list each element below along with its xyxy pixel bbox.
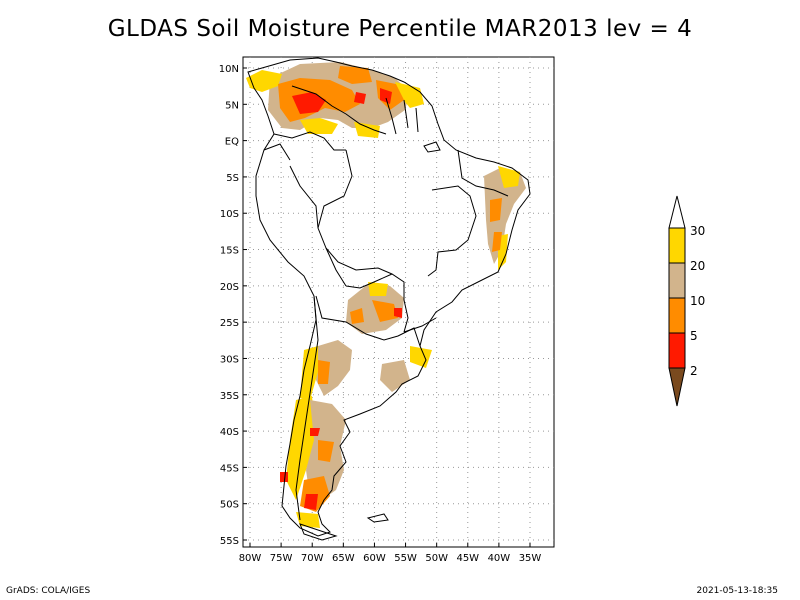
lat-tick-label: 55S bbox=[220, 536, 239, 547]
continent-outline bbox=[247, 57, 531, 537]
fill-patagonia-red2 bbox=[310, 428, 320, 436]
lon-tick-label: 60W bbox=[363, 553, 386, 564]
lon-tick-label: 35W bbox=[519, 553, 542, 564]
footer-credit: GrADS: COLA/IGES bbox=[6, 586, 91, 596]
lon-tick-label: 50W bbox=[425, 553, 448, 564]
lon-tick-label: 45W bbox=[456, 553, 479, 564]
lat-tick-label: EQ bbox=[225, 137, 239, 148]
border-chile bbox=[295, 295, 319, 521]
lon-tick-label: 80W bbox=[239, 553, 262, 564]
lat-tick-label: 10N bbox=[219, 64, 239, 75]
coastline bbox=[247, 57, 531, 541]
footer-timestamp: 2021-05-13-18:35 bbox=[696, 586, 779, 596]
border-brazil-south bbox=[403, 317, 437, 333]
fill-north-red2 bbox=[380, 88, 392, 104]
colorbar-label-20: 20 bbox=[690, 259, 705, 273]
fill-ne-brazil-orange2 bbox=[492, 232, 502, 252]
lat-tick-label: 40S bbox=[220, 427, 239, 438]
colorbar: 30 20 10 5 2 bbox=[668, 195, 705, 407]
fill-north-orange2 bbox=[338, 66, 372, 84]
lat-tick-label: 5N bbox=[225, 100, 239, 111]
lon-tick-label: 70W bbox=[301, 553, 324, 564]
fill-north-gold bbox=[246, 70, 282, 92]
lat-tick-label: 5S bbox=[226, 173, 239, 184]
lon-tick-label: 55W bbox=[394, 553, 417, 564]
colorbar-label-5: 5 bbox=[690, 329, 698, 343]
border-guyanas bbox=[385, 97, 419, 135]
island-tierra-del-fuego bbox=[299, 523, 338, 541]
lat-tick-label: 35S bbox=[220, 391, 239, 402]
fill-patagonia-gold2 bbox=[296, 512, 320, 528]
colorbar-label-10: 10 bbox=[690, 294, 705, 308]
fill-ne-brazil-gold bbox=[498, 166, 520, 188]
map-frame bbox=[242, 56, 555, 548]
lon-tick-label: 40W bbox=[488, 553, 511, 564]
fill-uruguay-gold bbox=[410, 346, 432, 368]
fill-north-gold2 bbox=[300, 118, 338, 134]
border-ecuador bbox=[263, 143, 291, 161]
island-malvinas bbox=[366, 513, 389, 523]
colorbar-20-30 bbox=[668, 227, 686, 264]
colorbar-label-2: 2 bbox=[690, 364, 698, 378]
lon-tick-label: 75W bbox=[270, 553, 293, 564]
lat-tick-label: 25S bbox=[220, 318, 239, 329]
border-peru-bolivia bbox=[289, 165, 347, 287]
soil-moisture-fill bbox=[246, 62, 526, 528]
fill-paraguay-red bbox=[394, 308, 402, 318]
colorbar-10-20 bbox=[668, 262, 686, 299]
lat-tick-label: 15S bbox=[220, 246, 239, 257]
gridlines bbox=[243, 57, 554, 547]
colorbar-2-5 bbox=[668, 332, 686, 369]
axis-ticks: 10N 5N EQ 5S 10S 15S 20S 25S 30S 35S 40S 45S 50S 55S8… bbox=[219, 64, 542, 564]
border-colombia bbox=[273, 131, 346, 151]
colorbar-5-10 bbox=[668, 297, 686, 334]
colorbar-top-arrow bbox=[668, 195, 686, 229]
border-brazil-east bbox=[427, 185, 477, 277]
lat-tick-label: 45S bbox=[220, 463, 239, 474]
border-brazil-ne bbox=[457, 149, 509, 197]
fill-north-gold4 bbox=[354, 122, 380, 138]
lat-tick-label: 50S bbox=[220, 500, 239, 511]
border-venezuela bbox=[291, 85, 387, 135]
fill-patagonia-red3 bbox=[280, 472, 288, 482]
island-marajo bbox=[423, 141, 441, 153]
fill-central-orange bbox=[318, 360, 330, 384]
fill-paraguay-gold bbox=[368, 282, 388, 296]
page-title: GLDAS Soil Moisture Percentile MAR2013 l… bbox=[107, 16, 693, 42]
fill-north-red3 bbox=[354, 92, 366, 104]
fill-paraguay-orange2 bbox=[350, 308, 364, 324]
fill-north-gold3 bbox=[395, 82, 424, 108]
lat-tick-label: 30S bbox=[220, 354, 239, 365]
fill-north-red bbox=[292, 92, 326, 114]
fill-patagonia-orange2 bbox=[318, 440, 334, 462]
border-bolivia-paraguay bbox=[345, 273, 409, 333]
lat-tick-label: 10S bbox=[220, 209, 239, 220]
fill-patagonia-red bbox=[304, 494, 318, 510]
colorbar-label-30: 30 bbox=[690, 224, 705, 238]
lat-tick-label: 20S bbox=[220, 282, 239, 293]
border-brazil-west bbox=[317, 149, 393, 275]
lon-tick-label: 65W bbox=[332, 553, 355, 564]
fill-ne-brazil-orange bbox=[490, 198, 502, 222]
fill-paraguay-orange bbox=[372, 300, 398, 322]
colorbar-bottom-arrow bbox=[668, 367, 686, 407]
fill-central-gold bbox=[300, 346, 318, 400]
